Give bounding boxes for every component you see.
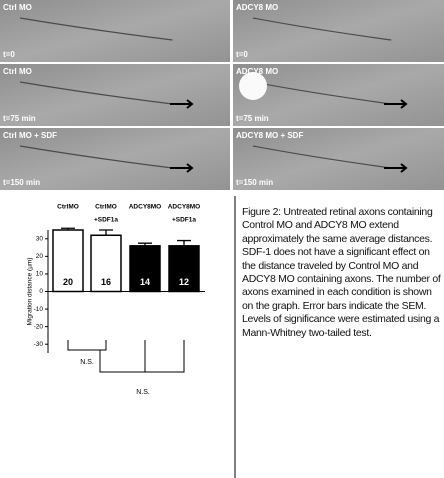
page: Ctrl MO t=0 ADCY8 MO t=0 Ctrl MO t=75 min ADCY… — [0, 0, 444, 478]
panel-time: t=75 min — [3, 114, 36, 123]
micrograph — [0, 0, 230, 62]
y-tick-label: 20 — [36, 253, 44, 260]
y-axis-label: Migration distance (µm) — [27, 257, 34, 325]
x-category-label: CtrlMO — [95, 204, 117, 211]
bar-chart: -30 -20 -10 0 10 20 30 Migration distance (µm) C… — [27, 196, 235, 478]
count-label: 16 — [101, 277, 111, 287]
count-label: 12 — [179, 277, 189, 287]
bracket — [100, 340, 184, 372]
count-label: 20 — [63, 277, 73, 287]
panel-label: Ctrl MO — [3, 67, 32, 76]
bracket — [68, 340, 106, 350]
x-category-label: +SDF1a — [172, 217, 196, 224]
panel-time: t=75 min — [236, 114, 269, 123]
panel-time: t=150 min — [236, 178, 273, 187]
y-tick-label: -30 — [34, 341, 44, 348]
error-bar — [99, 230, 113, 235]
panel-label: ADCY8 MO — [236, 67, 278, 76]
x-category-label: ADCY8MO — [168, 204, 201, 211]
error-bar — [177, 241, 191, 246]
significance-label: N.S. — [136, 389, 150, 396]
y-tick-label: 10 — [36, 271, 44, 278]
x-category-label: CtrlMO — [57, 204, 79, 211]
image-panels: Ctrl MO t=0 ADCY8 MO t=0 Ctrl MO t=75 min ADCY… — [0, 0, 444, 190]
panel-label: Ctrl MO + SDF — [3, 131, 57, 140]
panel-time: t=0 — [236, 50, 248, 59]
panel-time: t=0 — [3, 50, 15, 59]
panel-label: ADCY8 MO — [236, 3, 278, 12]
x-category-label: +SDF1a — [94, 217, 118, 224]
panel-label: Ctrl MO — [3, 3, 32, 12]
y-tick-label: 30 — [36, 236, 44, 243]
panel-time: t=150 min — [3, 178, 40, 187]
panel-label: ADCY8 MO + SDF — [236, 131, 303, 140]
bubble — [239, 72, 267, 100]
significance-label: N.S. — [80, 359, 94, 366]
caption: Figure 2: Untreated retinal axons contai… — [242, 206, 442, 476]
y-tick-label: -20 — [34, 323, 44, 330]
x-category-label: ADCY8MO — [129, 204, 162, 211]
y-tick-label: -10 — [34, 306, 44, 313]
y-tick-label: 0 — [39, 288, 43, 295]
count-label: 14 — [140, 277, 150, 287]
